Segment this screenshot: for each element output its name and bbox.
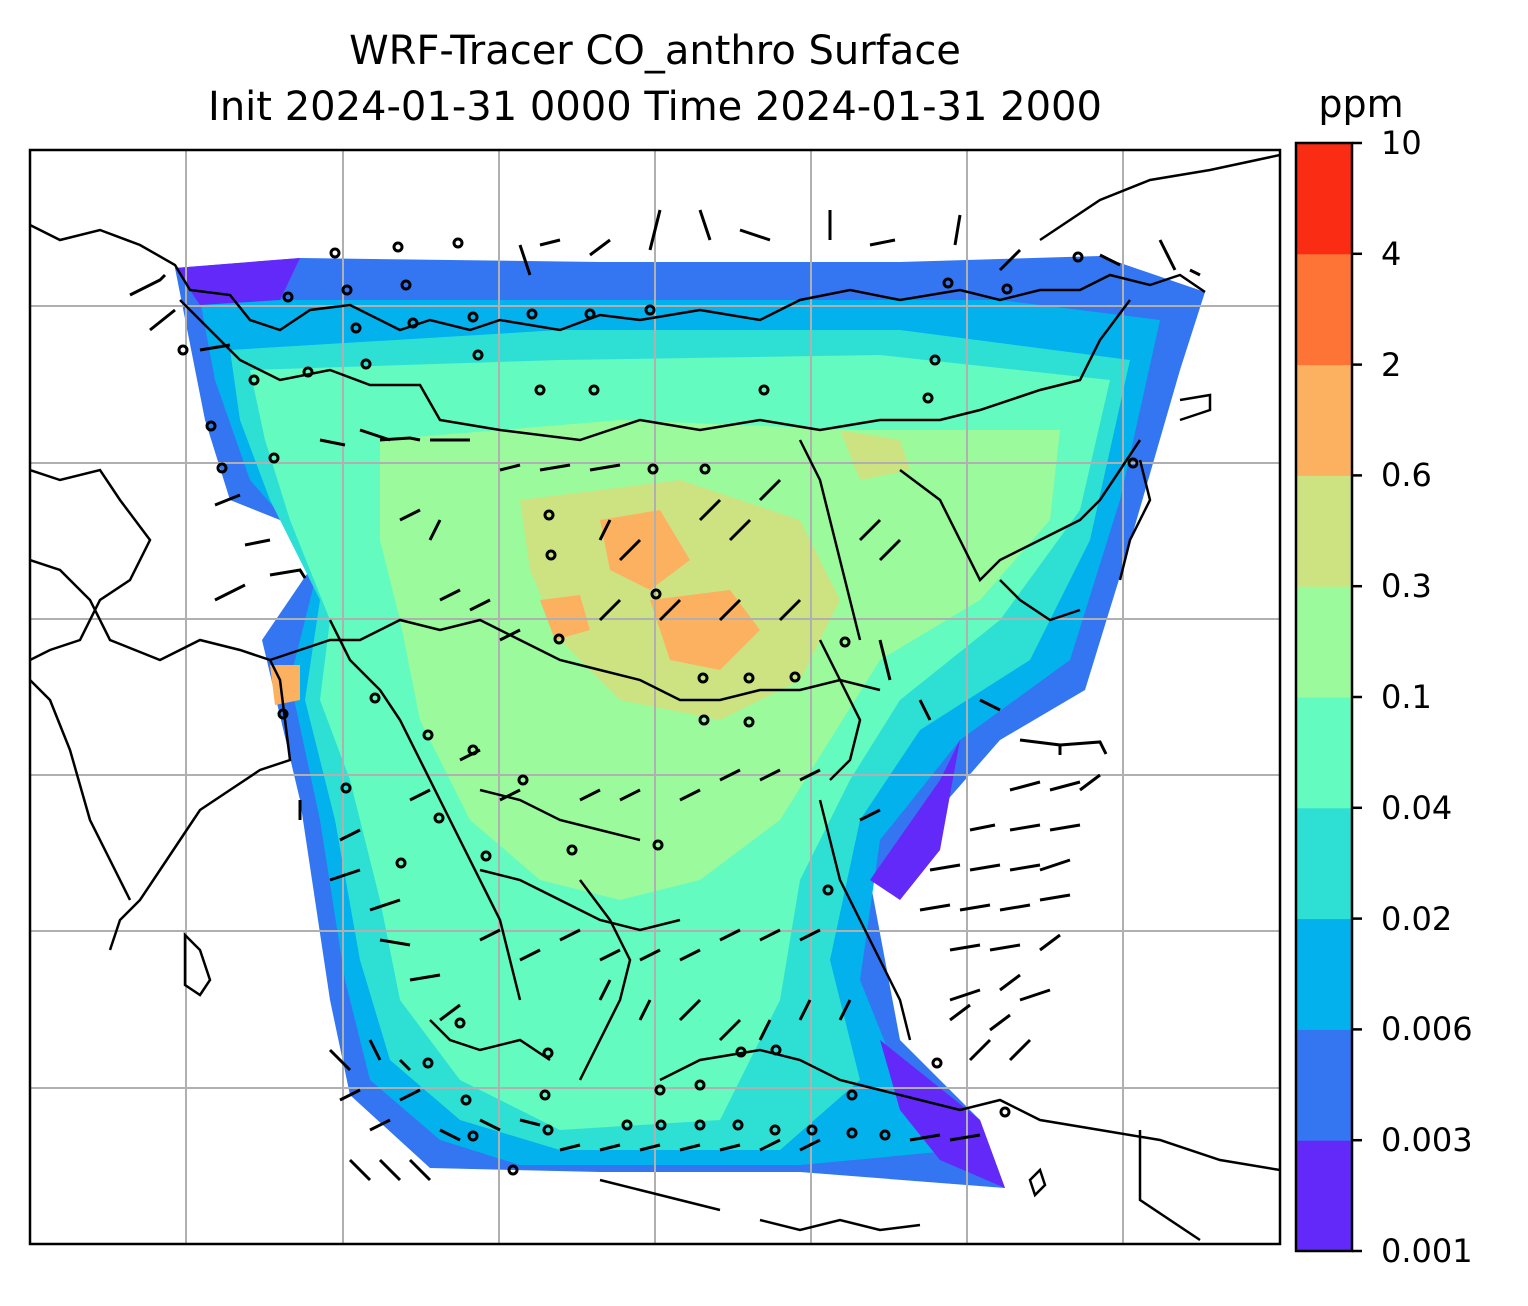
- colorbar-tick-label: 0.6: [1381, 456, 1432, 495]
- colorbar-unit-label: ppm: [1318, 82, 1404, 126]
- colorbar-segment: [1296, 586, 1352, 698]
- map-subtitle: Init 2024-01-31 0000 Time 2024-01-31 200…: [208, 84, 1102, 130]
- colorbar-tick-label: 0.3: [1381, 567, 1432, 606]
- colorbar: [1296, 143, 1352, 1252]
- colorbar-ticks: [1352, 141, 1362, 1253]
- colorbar-tick-label: 0.02: [1381, 899, 1453, 938]
- colorbar-tick-label: 0.003: [1381, 1121, 1473, 1160]
- wind-barbs: [129, 209, 1201, 1182]
- colorbar-segment: [1296, 807, 1352, 920]
- coastlines: [30, 153, 1280, 1242]
- calm-markers: [177, 237, 1139, 1176]
- map-title: WRF-Tracer CO_anthro Surface: [349, 28, 961, 74]
- field-0.001-south: [870, 740, 960, 900]
- colorbar-tick-label: 0.006: [1381, 1010, 1473, 1049]
- colorbar-segment: [1296, 697, 1352, 809]
- colorbar-segment: [1296, 143, 1352, 255]
- colorbar-segment: [1296, 475, 1352, 587]
- field-0.6b: [650, 590, 760, 670]
- colorbar-segment: [1296, 253, 1352, 366]
- colorbar-segment: [1296, 918, 1352, 1030]
- field-0.6a: [600, 510, 690, 590]
- co-concentration-field: [175, 256, 1205, 1188]
- field-0.001-se: [880, 1040, 1005, 1188]
- colorbar-tick-label: 10: [1381, 124, 1422, 162]
- colorbar-tick-label: 0.001: [1381, 1232, 1473, 1270]
- colorbar-segment: [1296, 1029, 1352, 1141]
- colorbar-segment: [1296, 364, 1352, 476]
- gridlines: [30, 150, 1280, 1244]
- colorbar-tick-label: 0.04: [1381, 788, 1453, 827]
- colorbar-segment: [1296, 1140, 1352, 1252]
- colorbar-tick-label: 2: [1381, 345, 1402, 384]
- colorbar-tick-label: 4: [1381, 234, 1402, 273]
- field-0.3-north: [840, 430, 910, 480]
- map-frame: [28, 148, 1282, 1246]
- field-0.6c: [540, 595, 590, 640]
- colorbar-tick-label: 0.1: [1381, 678, 1432, 716]
